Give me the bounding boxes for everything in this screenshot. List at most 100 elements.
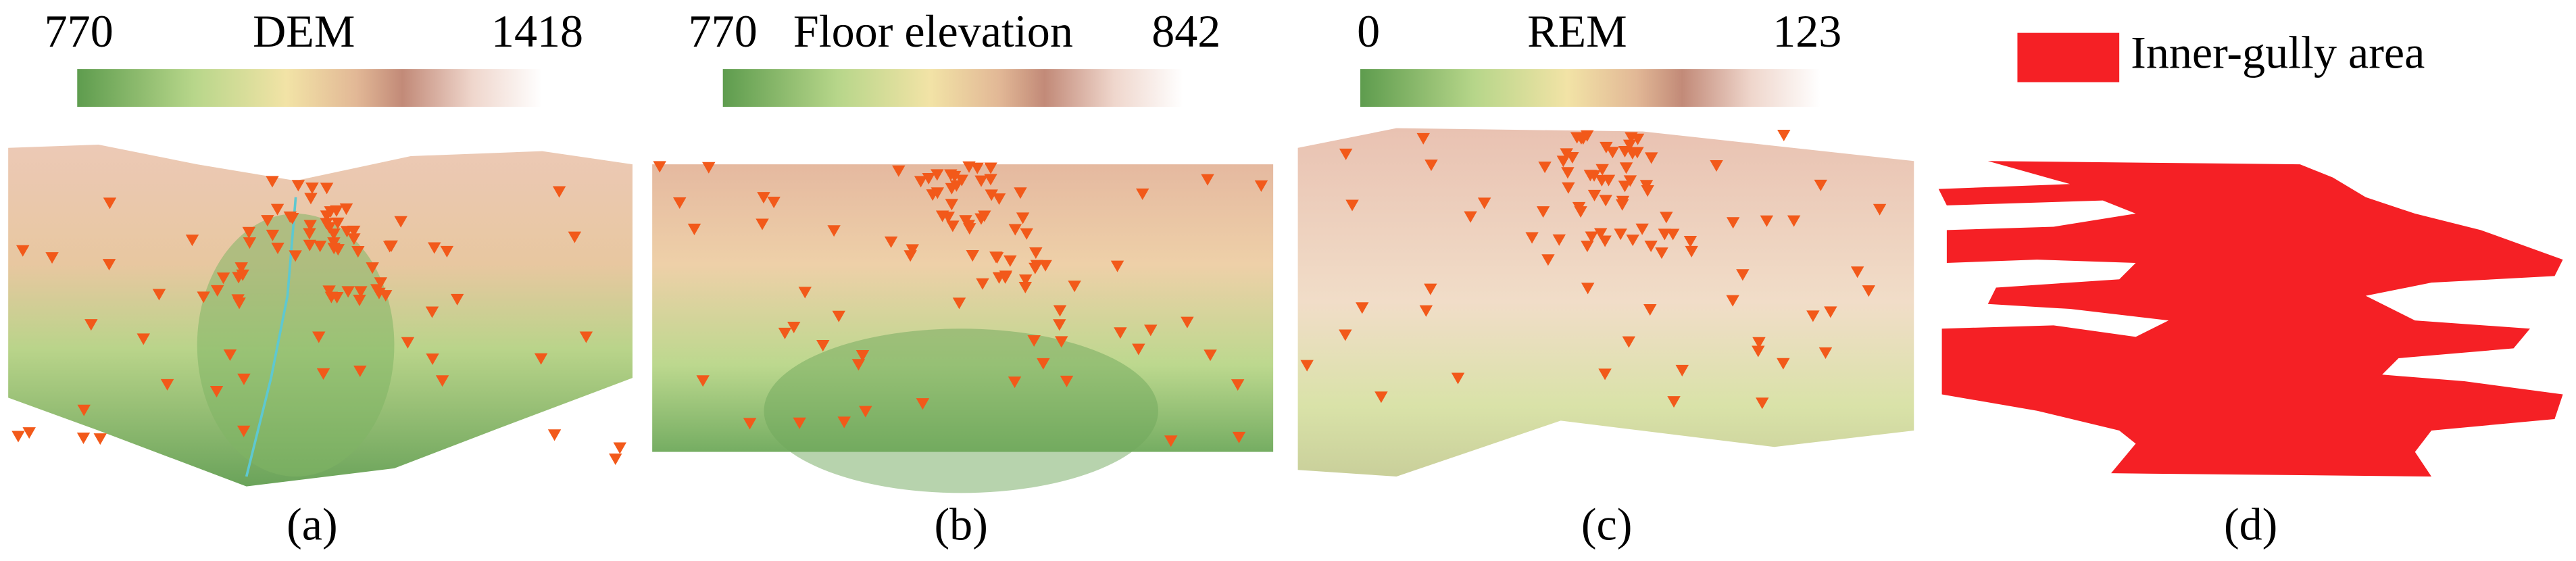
sample-marker <box>232 272 245 284</box>
sample-marker <box>1760 215 1774 227</box>
sample-marker <box>673 197 687 210</box>
sample-marker <box>547 429 562 441</box>
sample-marker <box>152 289 166 301</box>
sample-marker <box>798 287 812 299</box>
sample-marker <box>787 322 801 334</box>
sample-marker <box>609 454 622 466</box>
valley <box>197 214 395 477</box>
sample-marker <box>45 252 59 264</box>
sample-marker <box>210 285 224 297</box>
sample-marker <box>931 187 945 199</box>
sample-marker <box>1587 189 1602 201</box>
sample-marker <box>1619 162 1633 174</box>
sample-marker <box>1039 260 1052 272</box>
sample-marker <box>793 417 806 429</box>
sample-marker <box>312 331 326 343</box>
sample-marker <box>1561 167 1575 179</box>
sample-marker <box>1339 329 1352 341</box>
sample-marker <box>1595 164 1609 176</box>
sample-marker <box>11 431 25 443</box>
sample-marker <box>944 169 958 181</box>
sample-marker <box>1018 274 1033 287</box>
sample-marker <box>1014 187 1027 199</box>
stream <box>245 197 297 477</box>
sample-marker <box>289 250 302 262</box>
sample-marker <box>884 236 898 248</box>
colorbar <box>77 69 543 107</box>
sample-marker <box>316 368 330 380</box>
sample-marker <box>1736 269 1750 281</box>
sample-marker <box>1374 391 1388 404</box>
sample-marker <box>1132 343 1145 356</box>
sample-marker <box>1667 396 1681 408</box>
sample-marker <box>1666 228 1680 241</box>
sample-marker <box>1752 345 1765 358</box>
sample-marker <box>347 233 361 245</box>
sample-marker <box>1618 180 1632 193</box>
sample-marker <box>1339 148 1353 160</box>
sample-marker <box>1615 199 1629 211</box>
sample-marker <box>261 215 274 227</box>
sample-marker <box>339 203 353 216</box>
sample-marker <box>859 406 872 418</box>
sample-marker <box>1560 148 1573 160</box>
sample-marker <box>1556 155 1570 168</box>
sample-marker <box>552 186 566 198</box>
sample-marker <box>984 174 997 186</box>
sample-marker <box>892 165 906 177</box>
legend-title: DEM <box>253 5 355 57</box>
sample-marker <box>1660 212 1673 224</box>
sample-marker <box>1020 228 1033 240</box>
sample-marker <box>1424 283 1437 295</box>
sample-marker <box>223 349 237 362</box>
sample-marker <box>1631 147 1644 159</box>
sample-marker <box>1644 241 1658 253</box>
sample-marker <box>242 226 256 239</box>
sample-marker <box>370 284 384 296</box>
sample-marker <box>1254 180 1268 192</box>
sample-marker <box>1164 435 1178 447</box>
sample-marker <box>816 340 830 352</box>
sample-marker <box>303 239 317 251</box>
sample-marker <box>1027 335 1041 347</box>
sample-marker <box>77 404 91 416</box>
sample-marker <box>428 242 441 254</box>
sample-marker <box>1181 316 1194 328</box>
sample-marker <box>916 398 930 410</box>
caption: (b) <box>935 498 988 550</box>
legend-min: 770 <box>45 5 114 57</box>
sample-marker <box>1598 368 1612 381</box>
sample-marker <box>266 176 279 188</box>
sample-marker <box>1587 170 1601 182</box>
sample-marker <box>320 210 334 222</box>
sample-marker <box>579 331 593 343</box>
sample-marker <box>303 228 316 240</box>
sample-marker <box>743 418 757 430</box>
sample-marker <box>1635 223 1649 235</box>
sample-marker <box>568 231 582 243</box>
sample-marker <box>1818 347 1833 359</box>
caption: (d) <box>2224 498 2277 550</box>
sample-marker <box>243 237 257 249</box>
sample-marker <box>450 293 464 306</box>
sample-marker <box>353 295 366 307</box>
sample-marker <box>985 189 998 201</box>
sample-marker <box>1574 206 1587 218</box>
sample-marker <box>837 416 851 429</box>
sample-marker <box>1004 255 1017 267</box>
sample-marker <box>1850 266 1864 278</box>
sample-marker <box>237 425 251 437</box>
sample-marker <box>1726 295 1739 307</box>
sample-marker <box>1643 303 1657 316</box>
sample-marker <box>1053 319 1066 331</box>
sample-marker <box>1641 185 1654 197</box>
sample-marker <box>1581 283 1595 295</box>
caption: (c) <box>1581 498 1633 550</box>
sample-marker <box>234 262 248 274</box>
sample-marker <box>959 215 972 227</box>
sample-marker <box>426 353 439 365</box>
sample-marker <box>1752 337 1766 349</box>
sample-marker <box>385 240 398 252</box>
sample-marker <box>1144 324 1158 337</box>
sample-marker <box>1110 260 1124 272</box>
